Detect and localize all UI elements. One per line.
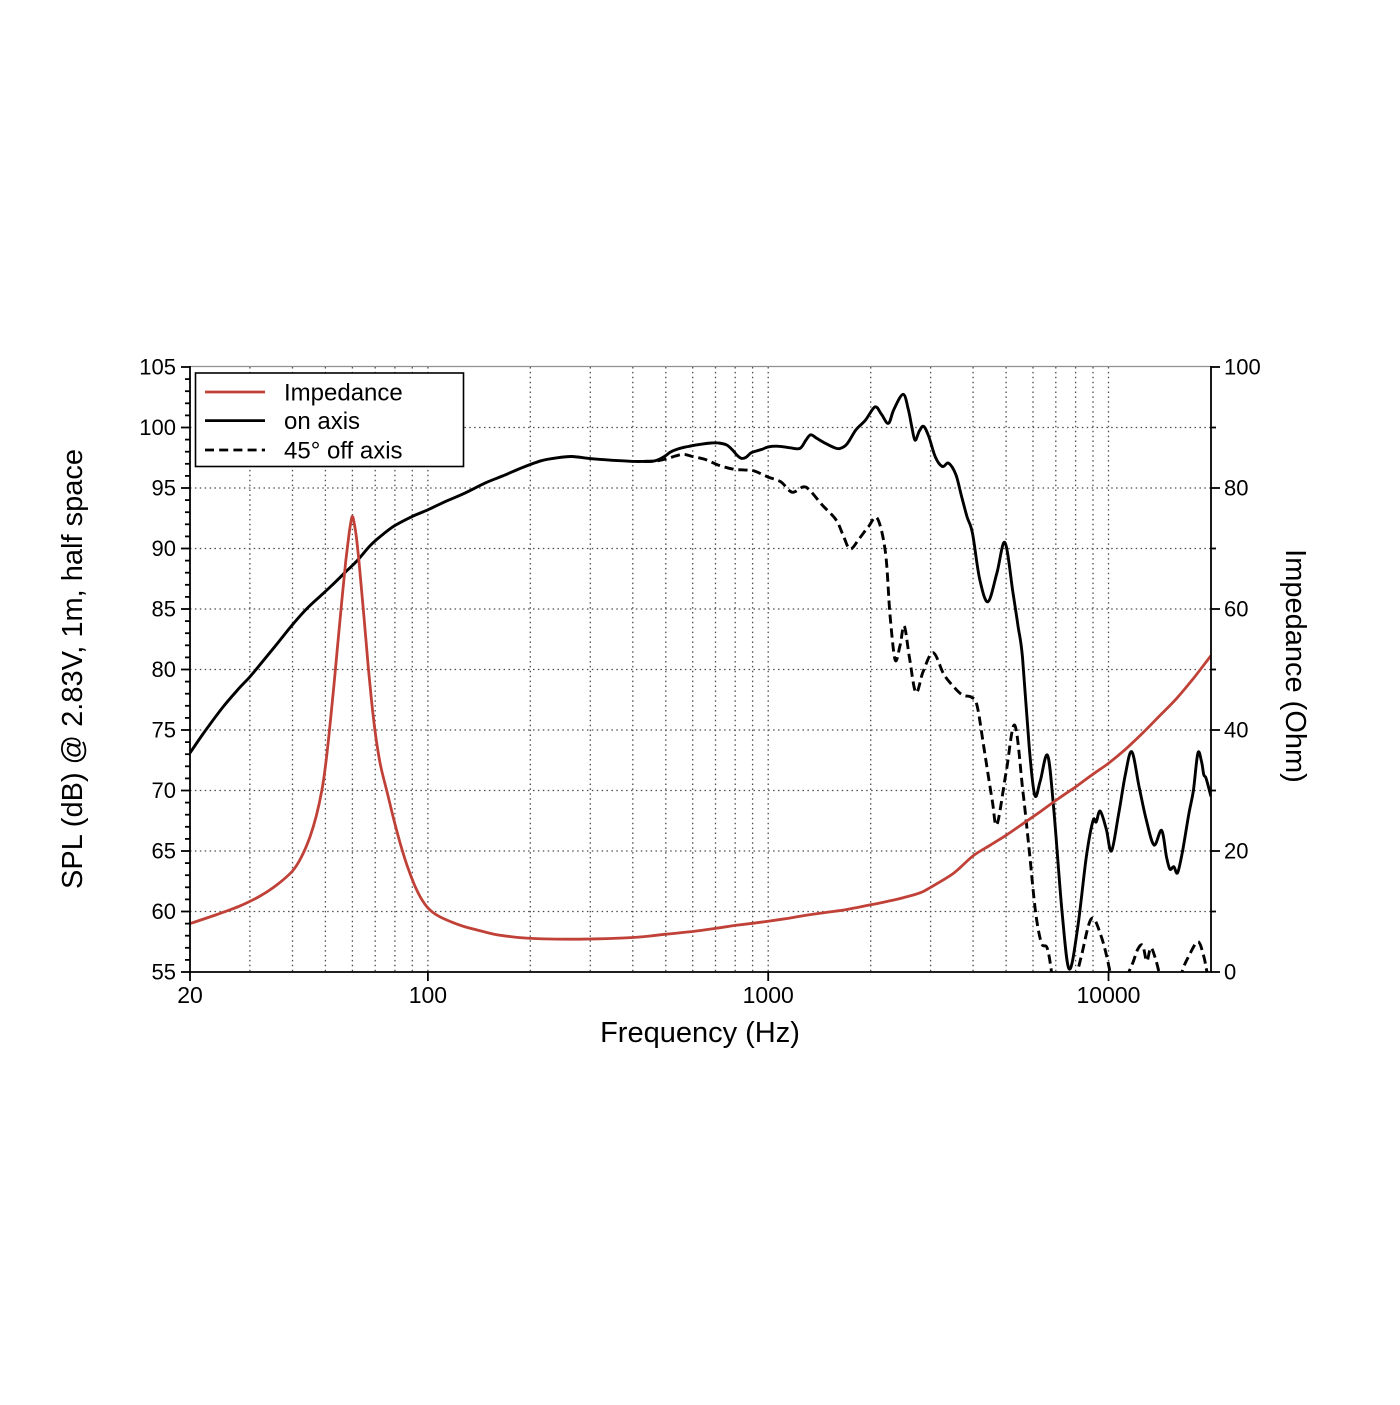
svg-text:60: 60 [152,899,176,924]
svg-text:Impedance: Impedance [284,379,403,406]
svg-text:75: 75 [152,718,176,743]
svg-text:45° off axis: 45° off axis [284,437,403,464]
svg-text:100: 100 [1224,355,1261,380]
svg-text:on axis: on axis [284,408,360,435]
svg-text:95: 95 [152,476,176,501]
svg-text:20: 20 [1224,839,1248,864]
svg-text:SPL (dB) @ 2.83V, 1m, half spa: SPL (dB) @ 2.83V, 1m, half space [57,449,89,889]
svg-text:80: 80 [152,657,176,682]
svg-text:20: 20 [177,982,203,1008]
svg-text:90: 90 [152,536,176,561]
svg-text:100: 100 [139,415,176,440]
svg-text:40: 40 [1224,718,1248,743]
svg-text:55: 55 [152,960,176,985]
svg-text:60: 60 [1224,597,1248,622]
svg-text:10000: 10000 [1077,982,1141,1008]
svg-text:1000: 1000 [743,982,794,1008]
svg-text:85: 85 [152,597,176,622]
svg-text:80: 80 [1224,476,1248,501]
svg-text:Frequency (Hz): Frequency (Hz) [600,1017,800,1049]
svg-text:100: 100 [409,982,447,1008]
svg-text:Impedance (Ohm): Impedance (Ohm) [1279,549,1311,783]
svg-text:70: 70 [152,778,176,803]
svg-text:0: 0 [1224,960,1236,985]
svg-text:65: 65 [152,839,176,864]
svg-text:105: 105 [139,355,176,380]
